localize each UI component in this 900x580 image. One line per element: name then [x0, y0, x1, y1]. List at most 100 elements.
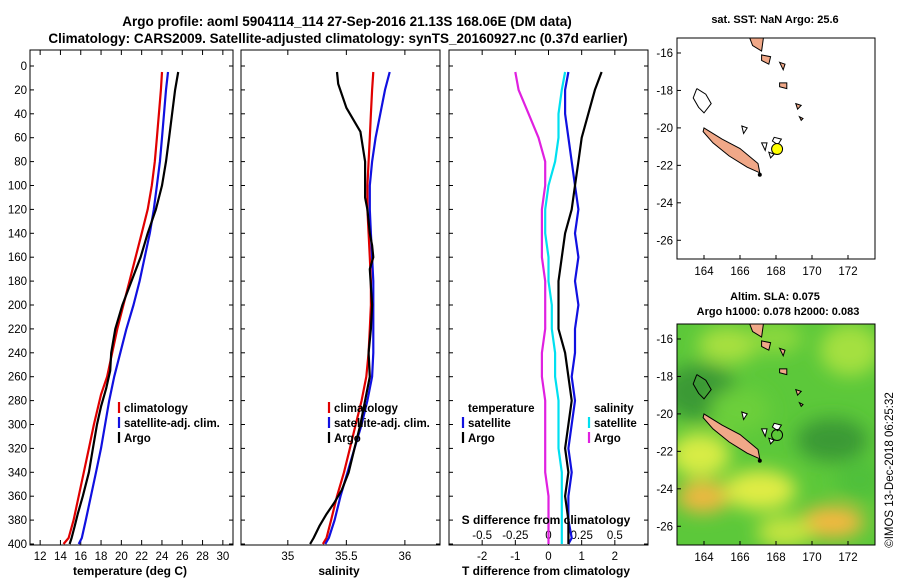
argo-float-marker	[771, 143, 784, 156]
island-vanuatu-erromango	[795, 388, 803, 397]
lat-tick-label: -16	[656, 334, 673, 346]
depth-tick-label: 60	[14, 133, 27, 145]
lat-tick-label: -26	[656, 235, 673, 247]
temperature-panel-frame	[29, 49, 234, 546]
depth-tick-label: 280	[8, 396, 27, 408]
island-loyalty-ouvea	[760, 142, 768, 152]
sst-map-title: sat. SST: NaN Argo: 25.6	[711, 14, 838, 26]
series-line-t-argo	[557, 71, 603, 544]
lat-tick-label: -22	[656, 446, 673, 458]
sla-map: 164 166 168 170 172 -16 -18 -20 -22 -24 -26	[656, 323, 876, 564]
lon-tick-label: 172	[838, 552, 857, 564]
lon-tick-label: 170	[802, 266, 821, 278]
x-tick-label: 2	[612, 551, 618, 563]
legend-label-climatology: climatology	[334, 403, 399, 415]
series-line-satellite-adj-clim-	[324, 71, 391, 545]
lat-tick-label: -22	[656, 160, 673, 172]
temperature-panel: 0 20 40 60 80 100 120 140 160 180 200 220 240 260 280 3…	[8, 50, 233, 563]
island-dot	[757, 172, 762, 177]
depth-tick-label: 240	[8, 348, 27, 360]
island-loyalty-mare	[768, 151, 776, 159]
x-tick-label: 20	[115, 551, 128, 563]
sla-map-field	[677, 324, 875, 545]
credit-stamp: ©IMOS 13-Dec-2018 06:25:32	[884, 392, 896, 548]
salinity-axis-ticks: 35 35.5 36	[241, 50, 440, 563]
x-tick-label: -1	[510, 551, 520, 563]
x-tick-label: 14	[54, 551, 67, 563]
island-vanuatu-efate	[779, 82, 788, 90]
s-diff-tick-label: 0.25	[570, 530, 592, 542]
difference-xlabel: T difference from climatology	[462, 564, 630, 578]
lat-tick-label: -18	[656, 371, 673, 383]
depth-tick-label: 360	[8, 491, 27, 503]
legend-label-satellite: satellite-adj. clim.	[124, 418, 220, 430]
salinity-series	[309, 71, 391, 545]
island-vanuatu-malakula	[761, 340, 772, 351]
difference-legend: temperature satellite Argo salinity sate…	[461, 403, 637, 445]
sla-blob	[796, 418, 868, 462]
x-tick-label: 16	[74, 551, 87, 563]
depth-tick-label: 180	[8, 276, 27, 288]
s-diff-tick-label: -0.25	[502, 530, 528, 542]
x-tick-label: -2	[477, 551, 487, 563]
island-loyalty-mare	[768, 437, 776, 445]
lon-tick-label: 164	[694, 266, 714, 278]
depth-tick-label: 320	[8, 443, 27, 455]
series-line-climatology	[62, 71, 164, 545]
legend-title-temperature: temperature	[468, 403, 534, 415]
depth-tick-label: 80	[14, 157, 27, 169]
depth-tick-label: 400	[8, 539, 27, 551]
salinity-panel-frame	[240, 49, 441, 546]
series-line-argo	[68, 71, 180, 545]
island-vanuatu-tanna	[798, 401, 804, 408]
temperature-xlabel: temperature (deg C)	[73, 564, 187, 578]
x-tick-label: 30	[216, 551, 229, 563]
x-tick-label: 26	[176, 551, 189, 563]
difference-series	[514, 71, 603, 545]
x-tick-label: 35.5	[335, 551, 357, 563]
figure-title-line2: Climatology: CARS2009. Satellite-adjuste…	[48, 31, 627, 46]
x-tick-label: 18	[95, 551, 108, 563]
legend-label-t-argo: Argo	[468, 433, 495, 445]
series-line-s-satellite	[544, 71, 567, 544]
island-vanuatu-small	[778, 347, 786, 358]
sla-blob	[836, 460, 875, 500]
sla-blob	[698, 327, 758, 363]
sla-blob	[677, 481, 729, 513]
sla-blob	[677, 433, 730, 477]
island-loyalty-ouvea	[760, 428, 768, 438]
difference-axis-ticks: -2 -1 0 1 2-0.5 -0.25 0 0.25 0.5	[449, 50, 648, 563]
island-vanuatu-espiritu	[749, 38, 764, 52]
island-vanuatu-tanna	[798, 115, 804, 122]
series-line-satellite-adj-clim-	[77, 71, 170, 545]
sla-map-land	[692, 324, 804, 463]
depth-tick-label: 140	[8, 228, 27, 240]
sla-blob	[757, 516, 813, 545]
sla-map-title-line2: Argo h1000: 0.078 h2000: 0.083	[697, 306, 860, 318]
legend-label-argo: Argo	[334, 433, 361, 445]
x-tick-label: 36	[398, 551, 411, 563]
sla-blob	[800, 506, 864, 538]
island-new-caledonia	[702, 413, 761, 460]
reef-outline	[692, 374, 712, 400]
lat-tick-label: -16	[656, 48, 673, 60]
figure-title-line1: Argo profile: aoml 5904114_114 27-Sep-20…	[122, 14, 571, 29]
temperature-series	[62, 71, 180, 545]
series-line-climatology	[321, 71, 375, 545]
sla-blob	[710, 388, 770, 432]
lon-tick-label: 164	[694, 552, 714, 564]
island-new-caledonia	[702, 127, 761, 174]
series-line-argo	[309, 71, 375, 545]
series-line-s-argo	[514, 71, 550, 544]
temperature-legend: climatology satellite-adj. clim. Argo	[117, 402, 220, 445]
depth-tick-label: 160	[8, 252, 27, 264]
legend-label-t-satellite: satellite	[468, 418, 511, 430]
island-vanuatu-efate	[779, 368, 788, 376]
depth-tick-label: 300	[8, 420, 27, 432]
depth-tick-label: 200	[8, 300, 27, 312]
depth-tick-label: 340	[8, 467, 27, 479]
x-tick-label: 1	[578, 551, 584, 563]
reef-outline	[692, 88, 712, 114]
island-vanuatu-espiritu	[749, 324, 764, 338]
